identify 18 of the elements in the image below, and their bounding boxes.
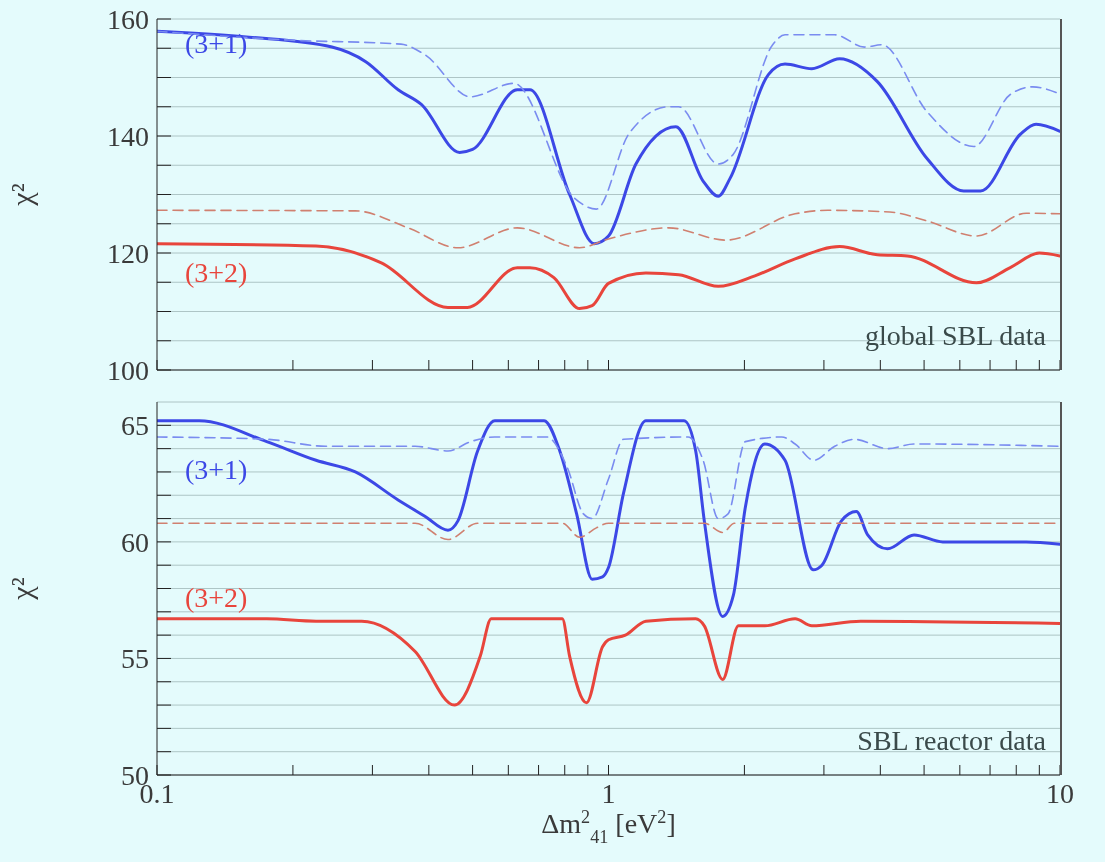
y-tick-label: 100 — [107, 354, 149, 386]
y-tick-label: 120 — [107, 237, 149, 269]
y-tick-label: 160 — [107, 3, 149, 35]
y-axis-title: χ² — [5, 183, 38, 207]
series-label: (3+1) — [185, 28, 248, 60]
y-axis-title: χ² — [5, 577, 38, 601]
y-tick-label: 60 — [121, 526, 149, 558]
series-label: (3+1) — [185, 453, 248, 485]
y-tick-label: 55 — [121, 643, 149, 675]
series-label: (3+2) — [185, 581, 248, 613]
x-axis-title: Δm$^{2}$$_{41}$ [eV$^{2}$] — [541, 807, 676, 847]
series-label: (3+2) — [185, 256, 248, 288]
annotation: global SBL data — [865, 320, 1046, 352]
x-tick-label: 1 — [601, 777, 616, 809]
y-tick-label: 140 — [107, 120, 149, 152]
annotation: SBL reactor data — [857, 725, 1046, 757]
x-tick-label: 10 — [1046, 777, 1074, 809]
y-tick-label: 65 — [121, 410, 149, 442]
